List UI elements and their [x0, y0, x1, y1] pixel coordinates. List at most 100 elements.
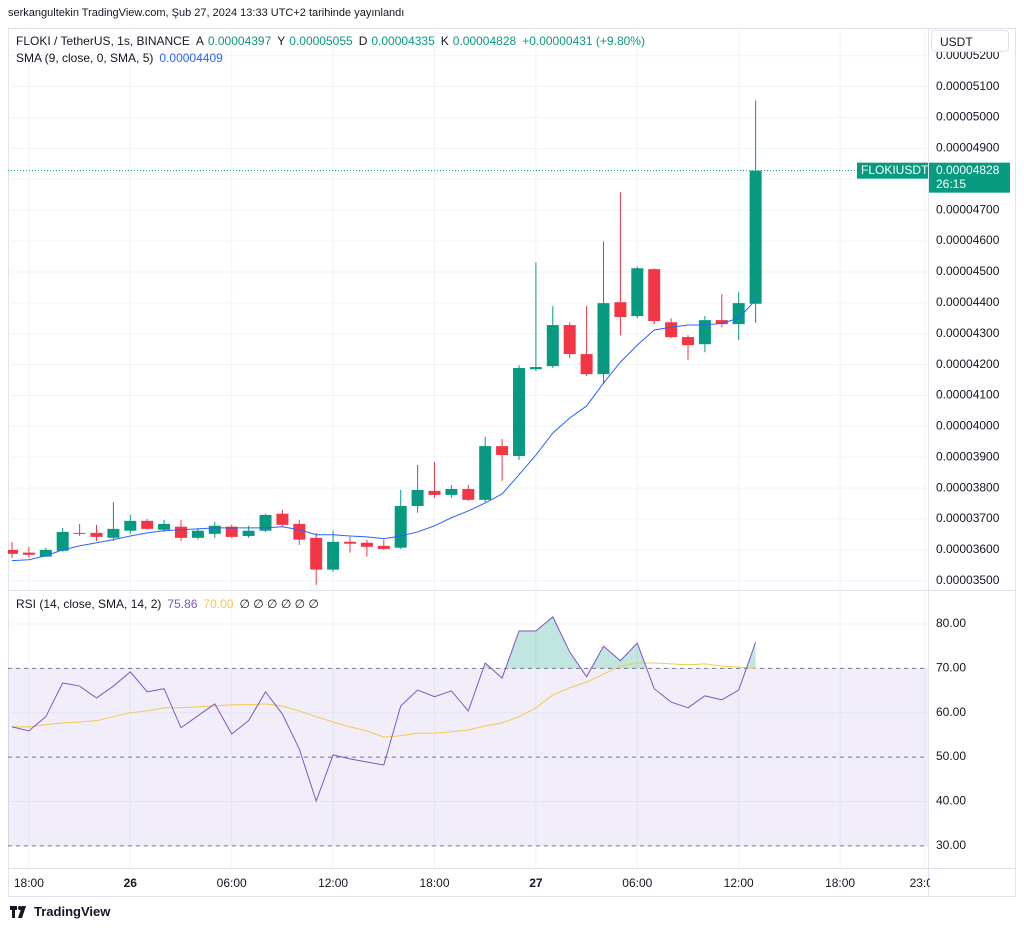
y-tick-label: 0.00004500 [936, 264, 1000, 278]
y-tick-label: 0.00004000 [936, 419, 1000, 433]
footer: TradingView [10, 904, 110, 919]
y-tick-label: 40.00 [936, 794, 966, 808]
y-tick-label: 0.00004100 [936, 388, 1000, 402]
candle-body [462, 489, 475, 500]
rsi-ma-value: 70.00 [203, 597, 234, 611]
candle-body [225, 526, 238, 537]
y-tick-label: 0.00003700 [936, 511, 1000, 525]
price-legend: FLOKI / TetherUS, 1s, BINANCE A 0.0000439… [16, 34, 645, 48]
logo-icon [10, 905, 26, 918]
candle-body [614, 302, 627, 318]
time-axis: 18:00 26 06:00 12:00 18:00 27 06:00 12:00 18:00 2… [14, 876, 940, 890]
y-tick-label: 0.00004400 [936, 295, 1000, 309]
candle-body [360, 542, 373, 547]
candle-body [377, 545, 390, 549]
candle-body [580, 354, 593, 375]
axes: 0.00003500 0.00003600 0.00003700 0.00003800… [936, 48, 1000, 852]
candle-body [529, 367, 542, 370]
y-tick-label: 60.00 [936, 705, 966, 719]
ohlc-key: A [195, 34, 204, 48]
y-tick-label: 70.00 [936, 660, 966, 674]
symbol-tag [857, 162, 928, 179]
price-tag [929, 162, 1010, 193]
candle-body [682, 337, 694, 346]
sma-line [11, 299, 756, 562]
y-tick-label: 50.00 [936, 749, 966, 763]
candle-body [242, 530, 255, 536]
candle-body [124, 520, 137, 531]
x-tick-label: 12:00 [724, 876, 754, 890]
candle-body [631, 268, 644, 317]
ohlc-value: 0.00005055 [289, 34, 353, 48]
chart-frame [8, 28, 1016, 897]
rsi-value: 75.86 [167, 597, 198, 611]
change: +0.00000431 (+9.80%) [522, 34, 645, 48]
candle-body [73, 532, 86, 534]
candle-body [715, 320, 728, 325]
ohlc-value: 0.00004335 [371, 34, 435, 48]
candle-body [8, 549, 18, 554]
ohlc-value: 0.00004828 [452, 34, 517, 48]
countdown: 26:15 [936, 177, 966, 191]
sma-value: 0.00004409 [159, 51, 223, 65]
candle-body [22, 552, 35, 555]
candle-body [39, 549, 52, 557]
publish-note: serkangultekin TradingView.com, Şub 27, … [8, 7, 405, 19]
y-tick-label: 0.00004700 [936, 202, 1000, 216]
overbought-fill [483, 616, 756, 669]
sma-name: SMA (9, close, 0, SMA, 5) [16, 51, 154, 65]
candle-body [698, 320, 711, 345]
y-tick-label: 0.00003500 [936, 573, 1000, 587]
candle-body [411, 489, 424, 507]
ohlc-key: D [358, 34, 368, 48]
candle-body [496, 446, 509, 456]
candle-body [56, 531, 69, 551]
brand: TradingView [34, 904, 111, 919]
rsi-name: RSI (14, close, SMA, 14, 2) [16, 597, 162, 611]
price-pane [8, 100, 928, 585]
candle-body [141, 520, 154, 529]
y-tick-label: 0.00004600 [936, 233, 1000, 247]
candle-body [175, 526, 187, 538]
candle-body [90, 532, 103, 537]
y-tick-label: 0.00004200 [936, 357, 1000, 371]
symbol: FLOKI / TetherUS, 1s, BINANCE [16, 34, 190, 48]
sma-legend: SMA (9, close, 0, SMA, 5) 0.00004409 [16, 51, 223, 65]
rsi-ma-line [12, 662, 756, 738]
candle-body [546, 325, 559, 367]
x-tick-label: 18:00 [419, 876, 449, 890]
y-tick-label: 0.00005100 [936, 79, 1000, 93]
currency-button[interactable]: USDT [931, 30, 1009, 52]
x-tick-label: 27 [529, 876, 543, 890]
x-tick-label: 23:00 [910, 876, 940, 890]
candle-body [749, 170, 762, 304]
y-tick-label: 0.00004300 [936, 326, 1000, 340]
candle-body [428, 490, 441, 495]
candle-body [158, 523, 171, 530]
y-tick-label: 80.00 [936, 616, 966, 630]
candle-body [259, 514, 272, 531]
candle-body [665, 322, 678, 338]
candle-body [293, 523, 306, 540]
x-tick-label: 12:00 [318, 876, 348, 890]
x-tick-label: 18:00 [825, 876, 855, 890]
symbol-tag-label: FLOKIUSDT [861, 163, 929, 177]
y-tick-label: 0.00005000 [936, 110, 1000, 124]
rsi-line [11, 616, 757, 803]
y-tick-label: 0.00003800 [936, 480, 1000, 494]
x-tick-label: 18:00 [14, 876, 44, 890]
candle-body [276, 513, 289, 525]
y-tick-label: 0.00003900 [936, 449, 1000, 463]
candle-body [648, 269, 661, 322]
x-tick-label: 06:00 [217, 876, 247, 890]
candle-body [191, 530, 204, 538]
candle-body [310, 537, 323, 570]
candle-body [513, 367, 525, 456]
y-tick-label: 0.00003600 [936, 542, 1000, 556]
candle-body [394, 506, 407, 548]
rsi-pane [8, 616, 928, 847]
x-tick-label: 26 [124, 876, 138, 890]
